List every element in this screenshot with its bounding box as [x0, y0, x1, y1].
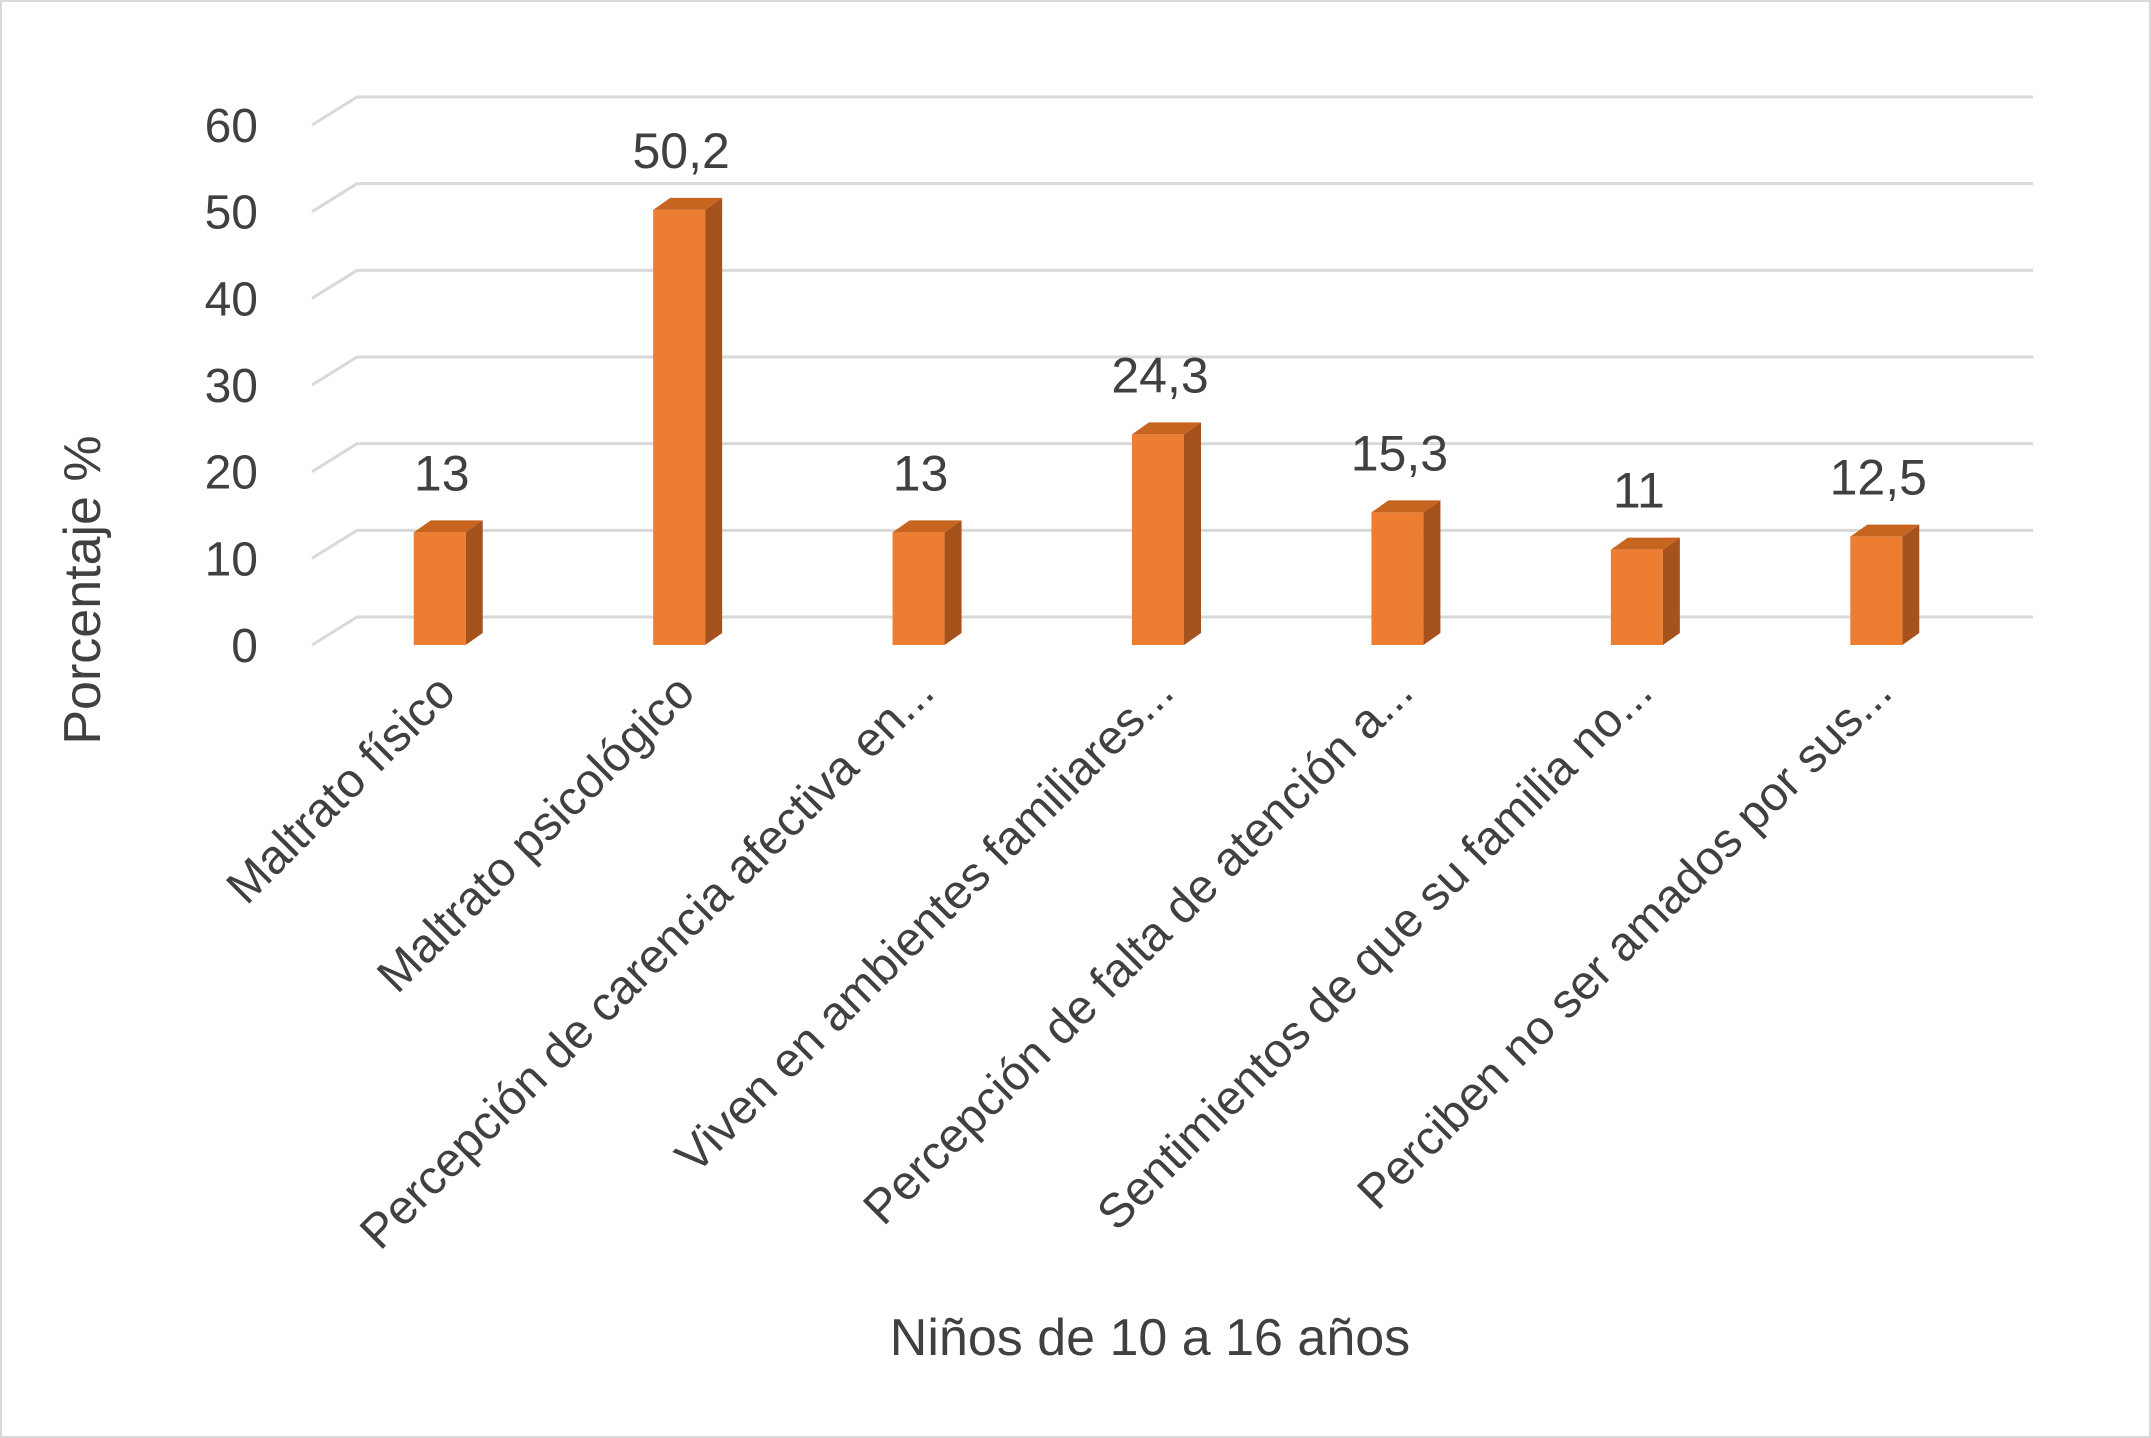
bar-front — [892, 532, 945, 645]
gridline — [311, 95, 2033, 127]
bar — [653, 197, 723, 645]
gridline — [311, 615, 2033, 647]
bar — [1371, 500, 1441, 645]
y-tick-label: 30 — [205, 360, 258, 413]
y-tick-label: 40 — [205, 273, 258, 326]
bar-top — [892, 520, 962, 533]
bar-side — [465, 520, 483, 645]
bar — [1610, 537, 1680, 645]
bar-side — [1184, 422, 1201, 645]
category-label: Viven en ambientes familiares... — [666, 665, 1184, 1183]
y-tick-label: 20 — [205, 447, 258, 500]
bar-top — [1371, 500, 1441, 513]
bar-front — [653, 209, 706, 645]
bar-side — [1902, 524, 1920, 645]
bar — [1132, 422, 1201, 645]
data-label: 13 — [414, 445, 470, 501]
x-axis-title: Niños de 10 a 16 años — [890, 1309, 1410, 1367]
category-label: Perciben no ser amados por sus... — [1348, 665, 1902, 1219]
bar-side — [1423, 500, 1441, 645]
data-label: 50,2 — [632, 123, 729, 179]
data-label: 13 — [893, 445, 949, 501]
bar-top — [1132, 422, 1201, 435]
bar — [892, 520, 962, 645]
data-label: 11 — [1613, 463, 1665, 519]
data-label: 24,3 — [1111, 347, 1208, 403]
bar-top — [653, 197, 723, 210]
y-tick-label: 50 — [205, 187, 258, 240]
bar-top — [1850, 524, 1920, 537]
bar-front — [1610, 549, 1663, 645]
bar-side — [944, 520, 962, 645]
bar-side — [705, 197, 723, 645]
y-tick-label: 0 — [231, 620, 258, 673]
y-axis-ticks: 0 10 20 30 40 50 60 — [205, 100, 258, 673]
y-tick-label: 60 — [205, 100, 258, 153]
gridline — [311, 355, 2033, 387]
y-tick-label: 10 — [205, 533, 258, 586]
bar — [1850, 524, 1920, 645]
data-labels: 13 50,2 13 24,3 15,3 11 12,5 — [414, 123, 1927, 519]
bar-front — [1132, 434, 1184, 645]
data-label: 15,3 — [1351, 425, 1448, 481]
gridline — [311, 268, 2033, 300]
bar-top — [1610, 537, 1680, 550]
gridline — [311, 442, 2033, 473]
bar — [413, 520, 483, 645]
y-axis-title: Porcentaje % — [54, 435, 112, 744]
category-label: Maltrato físico — [217, 665, 466, 914]
bar-front — [1371, 512, 1424, 645]
bars — [413, 197, 1920, 645]
gridline — [311, 528, 2033, 560]
bar-front — [413, 532, 466, 645]
bar-top — [413, 520, 483, 533]
gridline — [311, 182, 2033, 213]
data-label: 12,5 — [1830, 450, 1927, 506]
bar-front — [1850, 536, 1903, 645]
gridlines — [311, 95, 2033, 647]
category-label: Percepción de falta de atención a... — [854, 665, 1424, 1235]
bar-side — [1662, 537, 1680, 645]
